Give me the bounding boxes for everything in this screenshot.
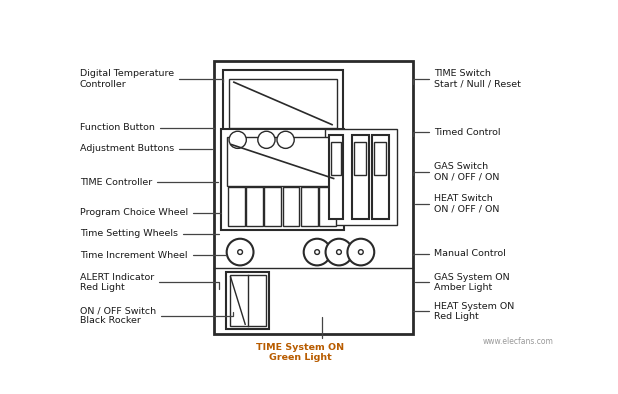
Bar <box>227 137 339 186</box>
Ellipse shape <box>258 131 275 149</box>
Ellipse shape <box>238 250 242 255</box>
Text: HEAT System ON
Red Light: HEAT System ON Red Light <box>413 301 514 321</box>
Text: GAS System ON
Amber Light: GAS System ON Amber Light <box>415 273 510 292</box>
Text: Program Choice Wheel: Program Choice Wheel <box>80 208 221 217</box>
Text: Manual Control: Manual Control <box>413 249 506 258</box>
Bar <box>214 61 413 334</box>
Ellipse shape <box>358 250 363 255</box>
Bar <box>301 187 318 226</box>
Ellipse shape <box>227 239 253 266</box>
Ellipse shape <box>337 250 341 255</box>
Bar <box>325 129 397 225</box>
Text: Timed Control: Timed Control <box>413 128 501 137</box>
Ellipse shape <box>277 131 294 149</box>
Bar <box>374 142 386 175</box>
Bar <box>228 187 245 226</box>
Bar <box>354 142 366 175</box>
Bar <box>331 142 341 175</box>
Bar <box>221 129 344 230</box>
Bar <box>226 272 269 329</box>
Text: GAS Switch
ON / OFF / ON: GAS Switch ON / OFF / ON <box>413 162 499 181</box>
Text: Adjustment Buttons: Adjustment Buttons <box>80 145 213 153</box>
Bar <box>229 79 337 128</box>
Ellipse shape <box>303 239 331 266</box>
Bar <box>352 135 368 219</box>
Text: Time Increment Wheel: Time Increment Wheel <box>80 251 226 260</box>
Bar <box>229 275 266 326</box>
Text: ALERT Indicator
Red Light: ALERT Indicator Red Light <box>80 273 219 292</box>
Text: Function Button: Function Button <box>80 123 215 132</box>
Text: www.elecfans.com: www.elecfans.com <box>483 337 554 346</box>
Text: TIME Switch
Start / Null / Reset: TIME Switch Start / Null / Reset <box>413 69 521 89</box>
Ellipse shape <box>315 250 320 255</box>
Text: Digital Temperature
Controller: Digital Temperature Controller <box>80 69 223 89</box>
Text: ON / OFF Switch
Black Rocker: ON / OFF Switch Black Rocker <box>80 306 233 325</box>
Ellipse shape <box>326 239 352 266</box>
Bar <box>223 70 342 147</box>
Bar <box>329 135 344 219</box>
Ellipse shape <box>347 239 375 266</box>
Bar <box>319 187 336 226</box>
Bar <box>265 187 281 226</box>
Text: TIME Controller: TIME Controller <box>80 178 218 187</box>
Bar <box>247 187 263 226</box>
Bar <box>371 135 389 219</box>
Text: TIME System ON
Green Light: TIME System ON Green Light <box>256 317 344 362</box>
Text: HEAT Switch
ON / OFF / ON: HEAT Switch ON / OFF / ON <box>415 194 499 213</box>
Ellipse shape <box>229 131 247 149</box>
Text: Time Setting Wheels: Time Setting Wheels <box>80 229 219 238</box>
Bar <box>282 187 300 226</box>
